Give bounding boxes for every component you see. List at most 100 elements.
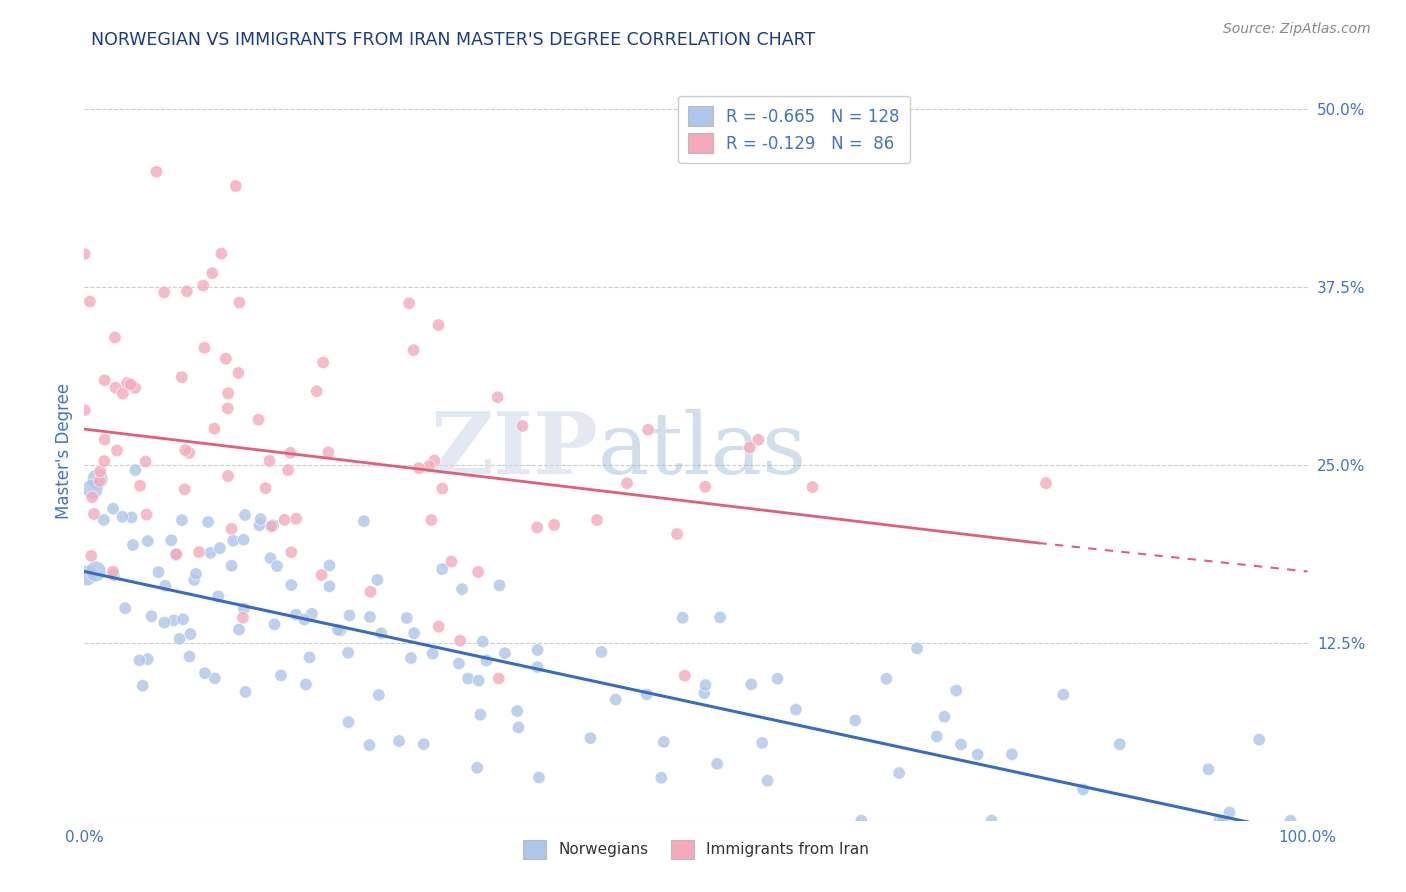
Point bbox=[1035, 476, 1057, 491]
Point bbox=[339, 608, 361, 623]
Point bbox=[114, 601, 136, 615]
Point bbox=[228, 295, 250, 310]
Point bbox=[399, 651, 422, 665]
Point bbox=[170, 513, 193, 527]
Point bbox=[756, 773, 779, 788]
Point bbox=[266, 559, 288, 574]
Point bbox=[104, 330, 127, 344]
Point bbox=[616, 476, 638, 491]
Point bbox=[1212, 814, 1234, 828]
Point bbox=[693, 686, 716, 700]
Point bbox=[591, 645, 613, 659]
Point bbox=[905, 641, 928, 656]
Point bbox=[526, 643, 548, 657]
Point bbox=[93, 433, 115, 447]
Point bbox=[165, 547, 187, 561]
Point bbox=[666, 527, 689, 541]
Point bbox=[402, 343, 425, 357]
Point bbox=[201, 266, 224, 280]
Point bbox=[254, 481, 277, 495]
Point bbox=[179, 649, 201, 664]
Point bbox=[193, 278, 215, 293]
Point bbox=[418, 459, 440, 474]
Point bbox=[249, 512, 271, 526]
Point bbox=[262, 518, 284, 533]
Point bbox=[73, 403, 96, 417]
Point bbox=[673, 668, 696, 682]
Point bbox=[398, 296, 420, 310]
Point bbox=[1208, 813, 1230, 827]
Point bbox=[194, 666, 217, 681]
Point bbox=[359, 610, 381, 624]
Point bbox=[945, 683, 967, 698]
Point bbox=[337, 646, 360, 660]
Point bbox=[270, 668, 292, 682]
Point bbox=[93, 513, 115, 527]
Point bbox=[451, 582, 474, 596]
Point bbox=[136, 534, 159, 549]
Text: ZIP: ZIP bbox=[430, 409, 598, 492]
Y-axis label: Master's Degree: Master's Degree bbox=[55, 383, 73, 518]
Point bbox=[233, 508, 256, 522]
Point bbox=[165, 548, 187, 562]
Point bbox=[221, 522, 243, 536]
Point bbox=[232, 533, 254, 547]
Point bbox=[280, 578, 302, 592]
Point bbox=[80, 549, 103, 563]
Text: atlas: atlas bbox=[598, 409, 807, 492]
Point bbox=[579, 731, 602, 746]
Point bbox=[232, 611, 254, 625]
Point bbox=[586, 513, 609, 527]
Point bbox=[207, 590, 229, 604]
Point bbox=[412, 737, 434, 751]
Point bbox=[370, 626, 392, 640]
Text: Source: ZipAtlas.com: Source: ZipAtlas.com bbox=[1223, 22, 1371, 37]
Point bbox=[329, 624, 352, 638]
Point bbox=[1001, 747, 1024, 762]
Point bbox=[136, 652, 159, 666]
Point bbox=[467, 565, 489, 579]
Point bbox=[277, 463, 299, 477]
Point bbox=[420, 513, 443, 527]
Point bbox=[950, 738, 973, 752]
Point bbox=[217, 469, 239, 483]
Point bbox=[176, 285, 198, 299]
Point bbox=[844, 714, 866, 728]
Point bbox=[153, 615, 176, 630]
Point bbox=[337, 715, 360, 730]
Point bbox=[636, 688, 658, 702]
Point bbox=[1052, 688, 1074, 702]
Point bbox=[84, 565, 107, 579]
Point bbox=[103, 568, 125, 582]
Point bbox=[145, 165, 167, 179]
Point bbox=[163, 614, 186, 628]
Point bbox=[318, 445, 340, 459]
Point bbox=[432, 482, 454, 496]
Point bbox=[179, 627, 201, 641]
Point bbox=[851, 814, 873, 828]
Point bbox=[465, 761, 488, 775]
Point bbox=[174, 443, 197, 458]
Point bbox=[247, 518, 270, 533]
Point bbox=[89, 465, 111, 479]
Point bbox=[209, 246, 232, 260]
Point bbox=[93, 373, 115, 387]
Point bbox=[259, 551, 281, 566]
Point bbox=[526, 520, 548, 534]
Point bbox=[404, 626, 426, 640]
Point bbox=[285, 607, 308, 622]
Point bbox=[217, 386, 239, 401]
Point bbox=[326, 623, 349, 637]
Point bbox=[449, 633, 471, 648]
Point bbox=[311, 568, 333, 582]
Point bbox=[298, 650, 321, 665]
Point bbox=[204, 671, 226, 685]
Point bbox=[121, 510, 143, 524]
Point bbox=[200, 546, 222, 560]
Point bbox=[526, 660, 548, 674]
Point bbox=[1108, 737, 1130, 751]
Point bbox=[785, 703, 807, 717]
Point bbox=[122, 538, 145, 552]
Point bbox=[135, 454, 157, 468]
Point bbox=[875, 672, 897, 686]
